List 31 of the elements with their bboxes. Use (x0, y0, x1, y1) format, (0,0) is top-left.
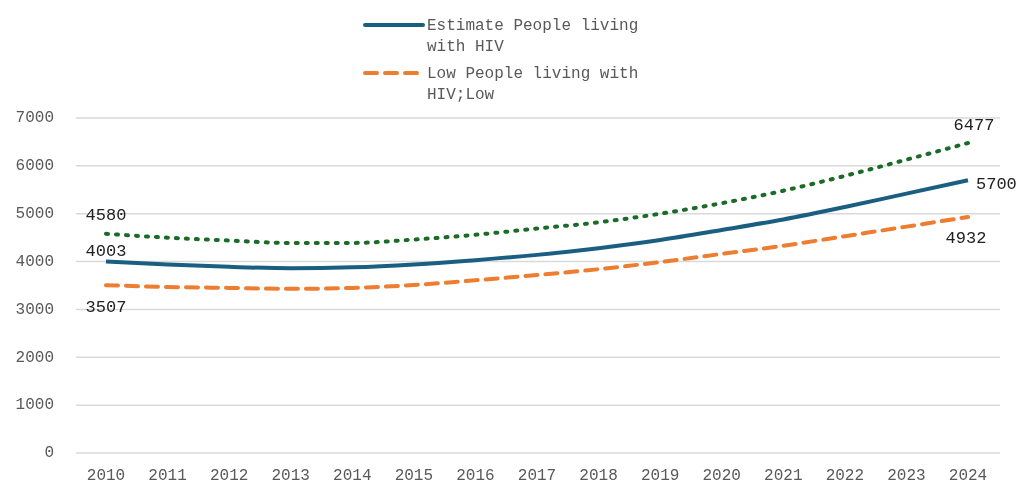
x-tick-label: 2022 (825, 467, 865, 483)
data-label: 4932 (945, 229, 987, 249)
x-tick-label: 2020 (702, 467, 741, 483)
x-tick-label: 2014 (333, 467, 372, 483)
y-tick-label: 3000 (15, 300, 54, 319)
x-tick-label: 2017 (517, 467, 557, 483)
legend-label: Low People living with HIV;Low (427, 65, 639, 104)
y-tick-label: 1000 (15, 396, 54, 415)
y-tick-label: 6000 (15, 157, 54, 176)
y-tick-label: 4000 (15, 252, 54, 271)
data-label: 3507 (85, 297, 127, 317)
x-tick-label: 2024 (948, 467, 988, 483)
x-tick-label: 2018 (579, 467, 618, 483)
x-tick-label: 2021 (764, 467, 803, 483)
data-label: 4580 (85, 206, 127, 226)
x-tick-label: 2013 (271, 467, 310, 483)
data-label: 6477 (953, 115, 995, 135)
legend-label: Estimate People living with HIV (427, 17, 639, 56)
x-tick-label: 2010 (86, 467, 126, 483)
x-tick-label: 2019 (640, 467, 680, 483)
x-tick-label: 2011 (148, 467, 187, 483)
data-label: 5700 (976, 174, 1017, 194)
x-tick-label: 2012 (209, 467, 249, 483)
y-tick-label: 2000 (15, 348, 54, 367)
y-tick-label: 7000 (15, 109, 54, 128)
y-tick-label: 0 (44, 444, 54, 463)
data-label: 4003 (85, 241, 127, 261)
x-tick-label: 2023 (887, 467, 926, 483)
x-tick-label: 2016 (456, 467, 495, 483)
x-tick-label: 2015 (394, 467, 434, 483)
y-tick-label: 5000 (15, 204, 54, 223)
